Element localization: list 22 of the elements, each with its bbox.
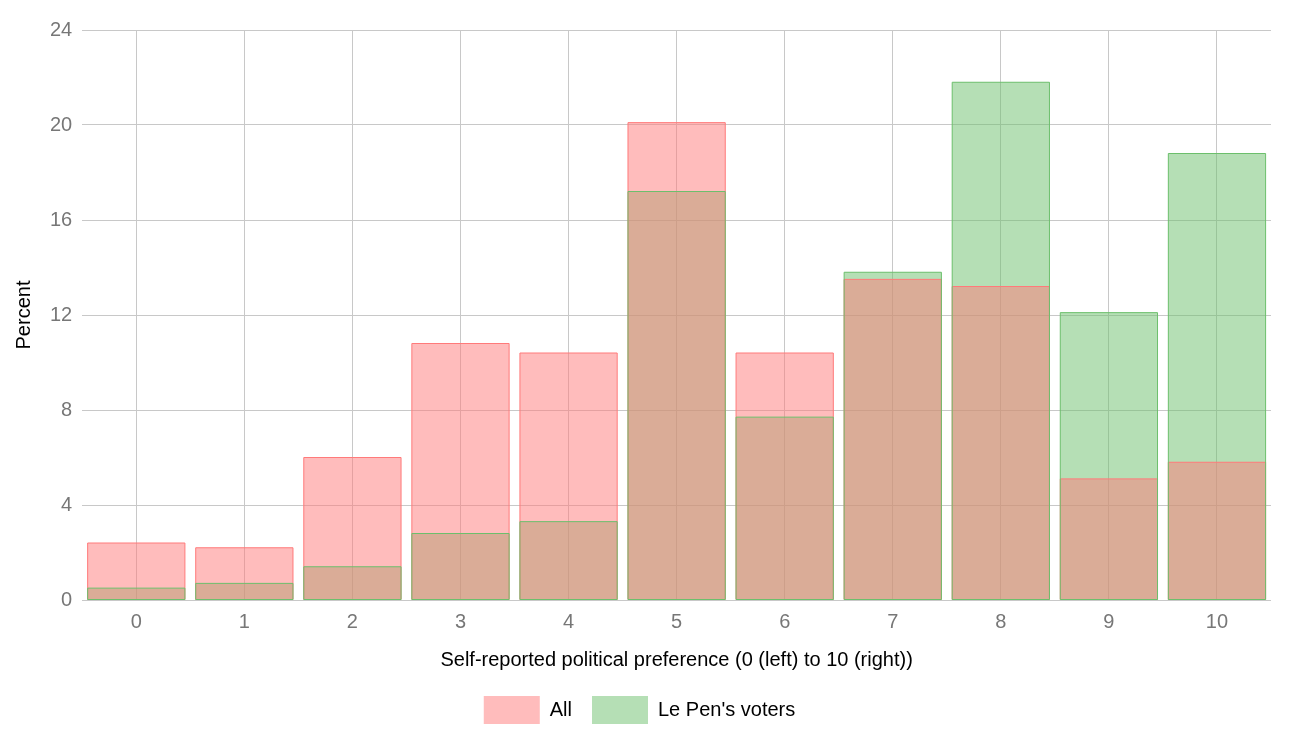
y-tick-label: 24 — [50, 17, 73, 40]
x-tick-label: 6 — [779, 609, 791, 632]
y-axis-title: Percent — [11, 280, 34, 350]
x-tick-label: 7 — [887, 609, 899, 632]
x-axis-title: Self-reported political preference (0 (left) to 10 (right)) — [440, 647, 913, 670]
y-tick-label: 0 — [61, 587, 73, 610]
x-tick-label: 0 — [130, 609, 142, 632]
legend-label: Le Pen's voters — [658, 697, 796, 720]
x-tick-label: 2 — [346, 609, 358, 632]
y-tick-label: 4 — [61, 492, 73, 515]
x-tick-label: 1 — [238, 609, 250, 632]
legend-label: All — [549, 697, 573, 720]
x-tick-label: 3 — [454, 609, 467, 632]
x-tick-label: 10 — [1205, 609, 1229, 632]
x-tick-label: 8 — [995, 609, 1007, 632]
x-tick-label: 4 — [562, 609, 575, 632]
y-tick-label: 8 — [61, 397, 73, 420]
x-tick-label: 5 — [671, 609, 683, 632]
y-tick-label: 20 — [50, 112, 73, 135]
x-tick-label: 9 — [1103, 609, 1115, 632]
y-tick-label: 16 — [50, 207, 73, 230]
y-tick-label: 12 — [50, 302, 73, 325]
